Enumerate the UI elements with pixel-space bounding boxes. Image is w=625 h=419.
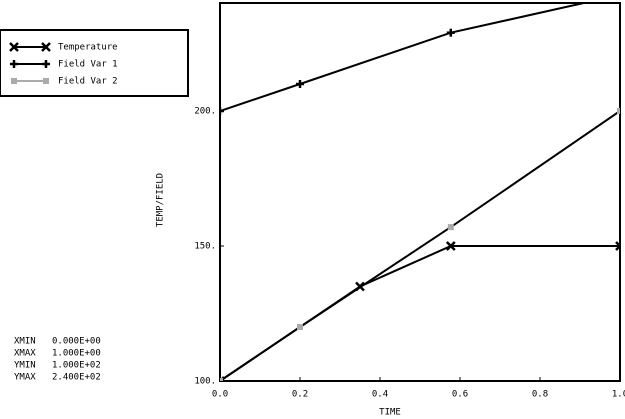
summary-key: XMAX [14,349,36,359]
x-tick-label: 1.0 [612,390,625,400]
marker-square [297,324,303,330]
marker [11,78,17,84]
y-tick-label: 200. [194,107,216,117]
x-axis-label: TIME [379,408,401,418]
marker [9,42,19,52]
summary-value: 1.000E+02 [52,361,101,371]
y-tick-label: 150. [194,242,216,252]
plot-frame [219,2,621,382]
marker [42,60,50,68]
x-tick-label: 0.0 [212,390,228,400]
marker [446,28,455,37]
y-tick-label: 100. [194,377,216,387]
marker [41,42,51,52]
marker [445,241,456,251]
marker-square [447,224,454,231]
series-line [220,3,589,112]
summary-value: 0.000E+00 [52,337,101,347]
marker-square [11,78,17,84]
marker [220,107,224,115]
marker-stroke [615,244,620,251]
marker-square [43,78,49,84]
series-line [220,245,620,381]
marker-stroke [9,42,19,52]
x-tick-label: 0.8 [532,390,548,400]
summary-value: 1.000E+00 [52,349,101,359]
summary-value: 2.400E+02 [52,373,101,383]
marker-square [220,378,223,381]
legend-label: Field Var 1 [58,60,118,70]
plot-area [220,3,620,381]
marker [10,60,18,68]
marker [296,80,304,88]
marker-stroke [41,42,51,52]
marker-stroke [615,241,620,248]
marker-stroke [445,241,456,251]
marker-square [617,108,620,114]
legend-label: Field Var 2 [58,77,118,87]
series-line [220,110,620,381]
marker [297,324,303,330]
summary-key: XMIN [14,337,36,347]
x-tick-label: 0.2 [292,390,308,400]
marker [447,224,454,231]
summary-key: YMIN [14,361,36,371]
x-tick-label: 0.6 [452,390,468,400]
legend-box [0,29,189,97]
x-tick-label: 0.4 [372,390,388,400]
marker [43,78,49,84]
y-axis-label: TEMP/FIELD [156,173,166,227]
marker [617,108,620,114]
marker [220,378,223,381]
legend-label: Temperature [58,43,118,53]
marker [615,241,620,251]
summary-key: YMAX [14,373,36,383]
